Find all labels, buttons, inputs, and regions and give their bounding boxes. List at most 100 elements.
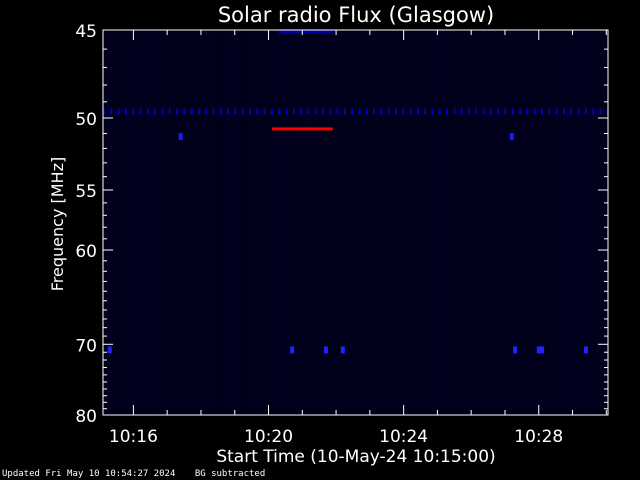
texture-stripe — [497, 30, 498, 415]
band-dash — [117, 108, 120, 115]
x-tick-label: 10:20 — [244, 427, 293, 447]
texture-stripe — [167, 30, 168, 415]
texture-stripe — [530, 30, 531, 415]
texture-stripe — [317, 30, 318, 415]
texture-stripe — [440, 30, 441, 415]
texture-stripe — [407, 30, 408, 415]
x-tick-label: 10:16 — [109, 427, 158, 447]
band-dash — [409, 108, 412, 115]
band-dash — [139, 108, 142, 115]
texture-stripe — [212, 30, 213, 415]
band-dash — [460, 108, 463, 115]
band-dash — [205, 108, 208, 115]
texture-stripe — [467, 30, 468, 415]
texture-stripe — [599, 30, 600, 415]
texture-stripe — [191, 30, 192, 415]
band-dash — [110, 108, 113, 115]
y-tick-label: 70 — [75, 336, 97, 356]
texture-stripe — [143, 30, 144, 415]
texture-stripe — [479, 30, 480, 415]
band-dash — [453, 108, 456, 115]
texture-stripe — [383, 30, 384, 415]
band-dash — [343, 108, 346, 115]
texture-stripe — [398, 30, 399, 415]
texture-stripe — [341, 30, 342, 415]
texture-stripe — [485, 30, 486, 415]
texture-stripe — [353, 30, 354, 415]
band-dash — [227, 108, 230, 115]
band-dash — [154, 108, 157, 115]
texture-stripe — [203, 30, 204, 415]
texture-stripe — [593, 30, 594, 415]
band-dash — [570, 108, 573, 115]
band-dash — [497, 108, 500, 115]
texture-stripe — [470, 30, 471, 415]
texture-stripe — [299, 30, 300, 415]
band-dash — [380, 108, 383, 115]
texture-stripe — [314, 30, 315, 415]
y-tick-label: 80 — [75, 407, 97, 427]
plot-background — [103, 30, 608, 415]
texture-stripe — [521, 30, 522, 415]
edge-band — [278, 30, 333, 34]
texture-stripe — [572, 30, 573, 415]
texture-stripe — [365, 30, 366, 415]
texture-stripe — [263, 30, 264, 415]
texture-stripe — [482, 30, 483, 415]
texture-stripe — [596, 30, 597, 415]
texture-stripe — [431, 30, 432, 415]
band-dash — [548, 108, 551, 115]
signal-blip — [290, 346, 295, 354]
texture-stripe — [557, 30, 558, 415]
texture-stripe — [287, 30, 288, 415]
band-dash — [592, 108, 595, 115]
texture-stripe — [551, 30, 552, 415]
texture-stripe — [554, 30, 555, 415]
texture-stripe — [116, 30, 117, 415]
texture-stripe — [218, 30, 219, 415]
texture-stripe — [338, 30, 339, 415]
band-dash — [263, 108, 266, 115]
texture-stripe — [176, 30, 177, 415]
texture-stripe — [206, 30, 207, 415]
texture-stripe — [275, 30, 276, 415]
texture-stripe — [377, 30, 378, 415]
band-dash — [358, 108, 361, 115]
texture-stripe — [311, 30, 312, 415]
band-dash — [475, 108, 478, 115]
band-dash — [103, 108, 105, 115]
texture-stripe — [443, 30, 444, 415]
texture-stripe — [473, 30, 474, 415]
texture-stripe — [515, 30, 516, 415]
texture-stripe — [518, 30, 519, 415]
texture-stripe — [254, 30, 255, 415]
texture-stripe — [368, 30, 369, 415]
texture-stripe — [158, 30, 159, 415]
band-dash — [562, 108, 565, 115]
band-dash — [402, 108, 405, 115]
texture-stripe — [260, 30, 261, 415]
texture-stripe — [233, 30, 234, 415]
texture-stripe — [359, 30, 360, 415]
texture-stripe — [188, 30, 189, 415]
texture-stripe — [395, 30, 396, 415]
texture-stripe — [560, 30, 561, 415]
texture-stripe — [452, 30, 453, 415]
band-dash — [365, 108, 368, 115]
band-dash — [541, 108, 543, 115]
texture-stripe — [500, 30, 501, 415]
band-dash — [249, 108, 251, 115]
band-dash — [584, 108, 587, 115]
texture-stripe — [506, 30, 507, 415]
band-dash — [183, 108, 186, 115]
texture-stripe — [242, 30, 243, 415]
texture-stripe — [110, 30, 111, 415]
texture-stripe — [419, 30, 420, 415]
texture-stripe — [374, 30, 375, 415]
band-dash — [300, 108, 303, 115]
texture-stripe — [437, 30, 438, 415]
band-dash — [256, 108, 259, 115]
texture-stripe — [488, 30, 489, 415]
texture-stripe — [128, 30, 129, 415]
